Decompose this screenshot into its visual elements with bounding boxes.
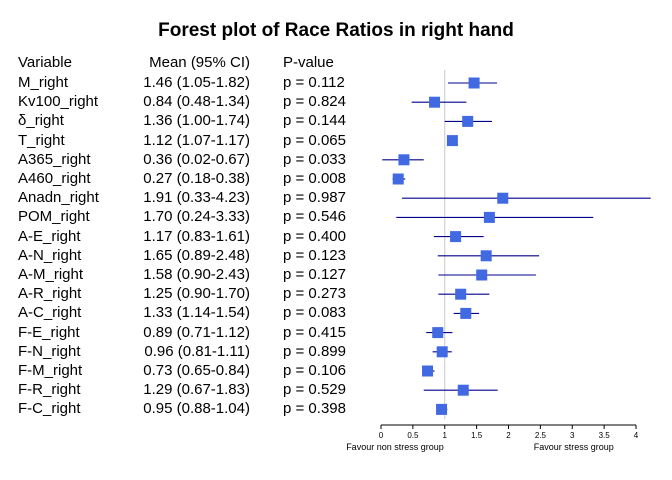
row-p-value: p = 0.824 xyxy=(283,93,346,111)
row-p-value: p = 0.398 xyxy=(283,400,346,418)
row-variable-label: A-M_right xyxy=(18,266,84,283)
row-mean-ci: 0.89 (0.71-1.12) xyxy=(143,323,250,341)
row-mean-ci: 1.33 (1.14-1.54) xyxy=(143,304,250,322)
mean-marker xyxy=(422,365,434,377)
x-tick-label: 4 xyxy=(634,431,639,440)
mean-marker xyxy=(476,269,488,281)
mean-marker xyxy=(468,77,480,89)
x-tick-label: 1.5 xyxy=(471,431,483,440)
row-p-value: p = 0.546 xyxy=(283,208,346,226)
mean-marker xyxy=(480,250,492,262)
row-p-value: p = 0.899 xyxy=(283,342,346,360)
column-header-variable: Variable xyxy=(18,54,72,71)
x-tick-label: 3.5 xyxy=(599,431,611,440)
row-p-value: p = 0.033 xyxy=(283,150,346,168)
column-header-p-value: P-value xyxy=(283,54,334,71)
row-p-value: p = 0.415 xyxy=(283,323,346,341)
x-tick-label: 1 xyxy=(443,431,448,440)
row-p-value: p = 0.112 xyxy=(283,74,345,91)
row-p-value: p = 0.273 xyxy=(283,285,346,303)
row-mean-ci: 1.46 (1.05-1.82) xyxy=(143,74,250,91)
row-p-value: p = 0.144 xyxy=(283,112,346,130)
row-mean-ci: 0.36 (0.02-0.67) xyxy=(143,150,250,168)
row-p-value: p = 0.127 xyxy=(283,266,346,283)
row-variable-label: F-E_right xyxy=(18,323,80,341)
row-variable-label: F-M_right xyxy=(18,362,83,379)
row-variable-label: F-N_right xyxy=(18,342,81,360)
mean-marker xyxy=(398,154,410,166)
row-variable-label: F-C_right xyxy=(18,400,81,418)
mean-marker xyxy=(432,327,444,339)
row-mean-ci: 0.27 (0.18-0.38) xyxy=(143,170,250,187)
row-variable-label: POM_right xyxy=(18,208,90,226)
row-variable-label: A-C_right xyxy=(18,304,82,322)
row-mean-ci: 1.17 (0.83-1.61) xyxy=(143,227,250,245)
chart-title: Forest plot of Race Ratios in right hand xyxy=(158,20,514,41)
mean-marker xyxy=(462,115,474,127)
row-variable-label: F-R_right xyxy=(18,381,81,399)
column-header-mean-ci: Mean (95% CI) xyxy=(149,54,250,71)
x-tick-label: 0.5 xyxy=(407,431,419,440)
row-variable-label: Anadn_right xyxy=(18,189,99,207)
row-mean-ci: 1.58 (0.90-2.43) xyxy=(143,266,250,283)
row-mean-ci: 1.25 (0.90-1.70) xyxy=(143,285,250,303)
mean-marker xyxy=(457,384,469,396)
row-mean-ci: 1.65 (0.89-2.48) xyxy=(143,246,250,264)
row-variable-label: A-E_right xyxy=(18,227,81,245)
row-p-value: p = 0.123 xyxy=(283,246,346,264)
mean-marker xyxy=(450,231,462,243)
row-mean-ci: 1.70 (0.24-3.33) xyxy=(143,208,250,226)
mean-marker xyxy=(436,403,448,415)
mean-marker xyxy=(392,173,404,185)
row-variable-label: Kv100_right xyxy=(18,93,99,111)
row-mean-ci: 1.29 (0.67-1.83) xyxy=(143,381,250,399)
row-variable-label: A-N_right xyxy=(18,246,82,264)
row-variable-label: A-R_right xyxy=(18,285,82,303)
x-label-left: Favour non stress group xyxy=(346,442,444,452)
x-tick-label: 2 xyxy=(506,431,511,440)
row-p-value: p = 0.529 xyxy=(283,381,346,399)
row-mean-ci: 0.95 (0.88-1.04) xyxy=(143,400,250,418)
row-mean-ci: 1.36 (1.00-1.74) xyxy=(143,112,250,130)
x-tick-label: 3 xyxy=(570,431,575,440)
row-p-value: p = 0.400 xyxy=(283,227,346,245)
row-variable-label: δ_right xyxy=(18,112,64,130)
row-mean-ci: 0.73 (0.65-0.84) xyxy=(143,362,250,379)
mean-marker xyxy=(460,307,472,319)
mean-marker xyxy=(436,346,448,358)
row-mean-ci: 1.12 (1.07-1.17) xyxy=(143,131,250,149)
mean-marker xyxy=(497,192,509,204)
row-p-value: p = 0.987 xyxy=(283,189,346,207)
row-p-value: p = 0.065 xyxy=(283,131,346,149)
mean-marker xyxy=(483,211,495,223)
row-p-value: p = 0.106 xyxy=(283,362,346,379)
row-mean-ci: 1.91 (0.33-4.23) xyxy=(143,189,250,207)
mean-marker xyxy=(446,135,458,147)
x-tick-label: 0 xyxy=(379,431,384,440)
row-mean-ci: 0.84 (0.48-1.34) xyxy=(143,93,250,111)
x-label-right: Favour stress group xyxy=(534,442,614,452)
row-variable-label: A460_right xyxy=(18,170,91,187)
x-tick-label: 2.5 xyxy=(535,431,547,440)
row-variable-label: T_right xyxy=(18,131,65,149)
row-mean-ci: 0.96 (0.81-1.11) xyxy=(144,342,250,360)
mean-marker xyxy=(455,288,467,300)
row-variable-label: M_right xyxy=(18,74,69,91)
row-p-value: p = 0.083 xyxy=(283,304,346,322)
row-p-value: p = 0.008 xyxy=(283,170,346,187)
mean-marker xyxy=(429,96,441,108)
row-variable-label: A365_right xyxy=(18,150,91,168)
